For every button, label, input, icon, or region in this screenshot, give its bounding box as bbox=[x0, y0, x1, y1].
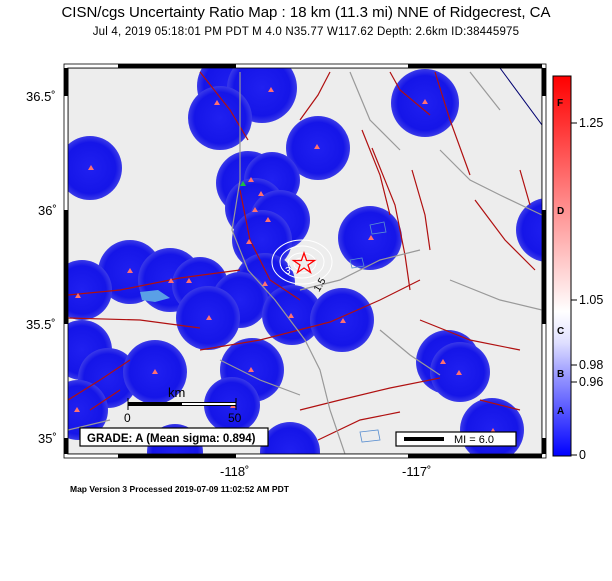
lake bbox=[140, 290, 170, 302]
svg-text:GRADE: A (Mean sigma: 0.894): GRADE: A (Mean sigma: 0.894) bbox=[87, 433, 256, 445]
svg-text:MI = 6.0: MI = 6.0 bbox=[454, 434, 494, 446]
scale-bar: km 0 50 bbox=[124, 385, 242, 425]
lat-label: 36.5˚ bbox=[26, 89, 56, 104]
event-info: Jul 4, 2019 05:18:01 PM PDT M 4.0 N35.77… bbox=[92, 26, 520, 38]
colorbar-tick: 1.25 bbox=[579, 116, 603, 130]
svg-text:0: 0 bbox=[124, 411, 131, 425]
map-title: CISN/cgs Uncertainty Ratio Map : 18 km (… bbox=[61, 4, 551, 21]
grade-letter: B bbox=[557, 369, 564, 380]
uncertainty-contours bbox=[271, 239, 333, 285]
fault-lines bbox=[68, 71, 536, 446]
grade-letter: F bbox=[557, 98, 563, 109]
map-area: 3 1.5 bbox=[63, 63, 547, 459]
epicenter-star bbox=[291, 251, 317, 275]
colorbar-tick: 0.96 bbox=[579, 375, 603, 389]
svg-text:km: km bbox=[168, 385, 185, 400]
svg-text:50: 50 bbox=[228, 411, 242, 425]
map-version: Map Version 3 Processed 2019-07-09 11:02… bbox=[70, 484, 289, 494]
colorbar-tick: 0.98 bbox=[579, 358, 603, 372]
lat-label: 35˚ bbox=[38, 431, 57, 446]
lon-label: -117˚ bbox=[402, 464, 431, 479]
lon-label: -118˚ bbox=[220, 464, 249, 479]
magnitude-legend: MI = 6.0 bbox=[395, 431, 517, 447]
grade-box: GRADE: A (Mean sigma: 0.894) bbox=[79, 427, 269, 447]
contour-label: 3 bbox=[285, 266, 291, 277]
station-marker-green bbox=[240, 181, 246, 186]
lat-label: 36˚ bbox=[38, 203, 57, 218]
map-frame bbox=[64, 64, 546, 458]
grade-letter: A bbox=[557, 406, 564, 417]
grade-letter: C bbox=[557, 326, 564, 337]
grade-letter: D bbox=[557, 206, 564, 217]
lat-label: 35.5˚ bbox=[26, 317, 56, 332]
roads bbox=[68, 71, 542, 454]
colorbar-tick: 0 bbox=[579, 448, 586, 462]
colorbar: F D C B A 1.25 1.05 0.98 0.96 0 bbox=[552, 75, 603, 462]
colorbar-tick: 1.05 bbox=[579, 293, 603, 307]
